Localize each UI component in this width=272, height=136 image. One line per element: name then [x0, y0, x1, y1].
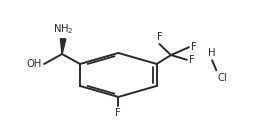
Text: OH: OH — [26, 59, 42, 69]
Text: NH$_2$: NH$_2$ — [53, 22, 73, 36]
Text: F: F — [115, 109, 121, 118]
Polygon shape — [60, 39, 66, 54]
Text: F: F — [156, 32, 162, 42]
Text: F: F — [191, 42, 197, 52]
Text: Cl: Cl — [217, 73, 227, 83]
Text: F: F — [189, 55, 195, 65]
Text: H: H — [208, 48, 216, 58]
